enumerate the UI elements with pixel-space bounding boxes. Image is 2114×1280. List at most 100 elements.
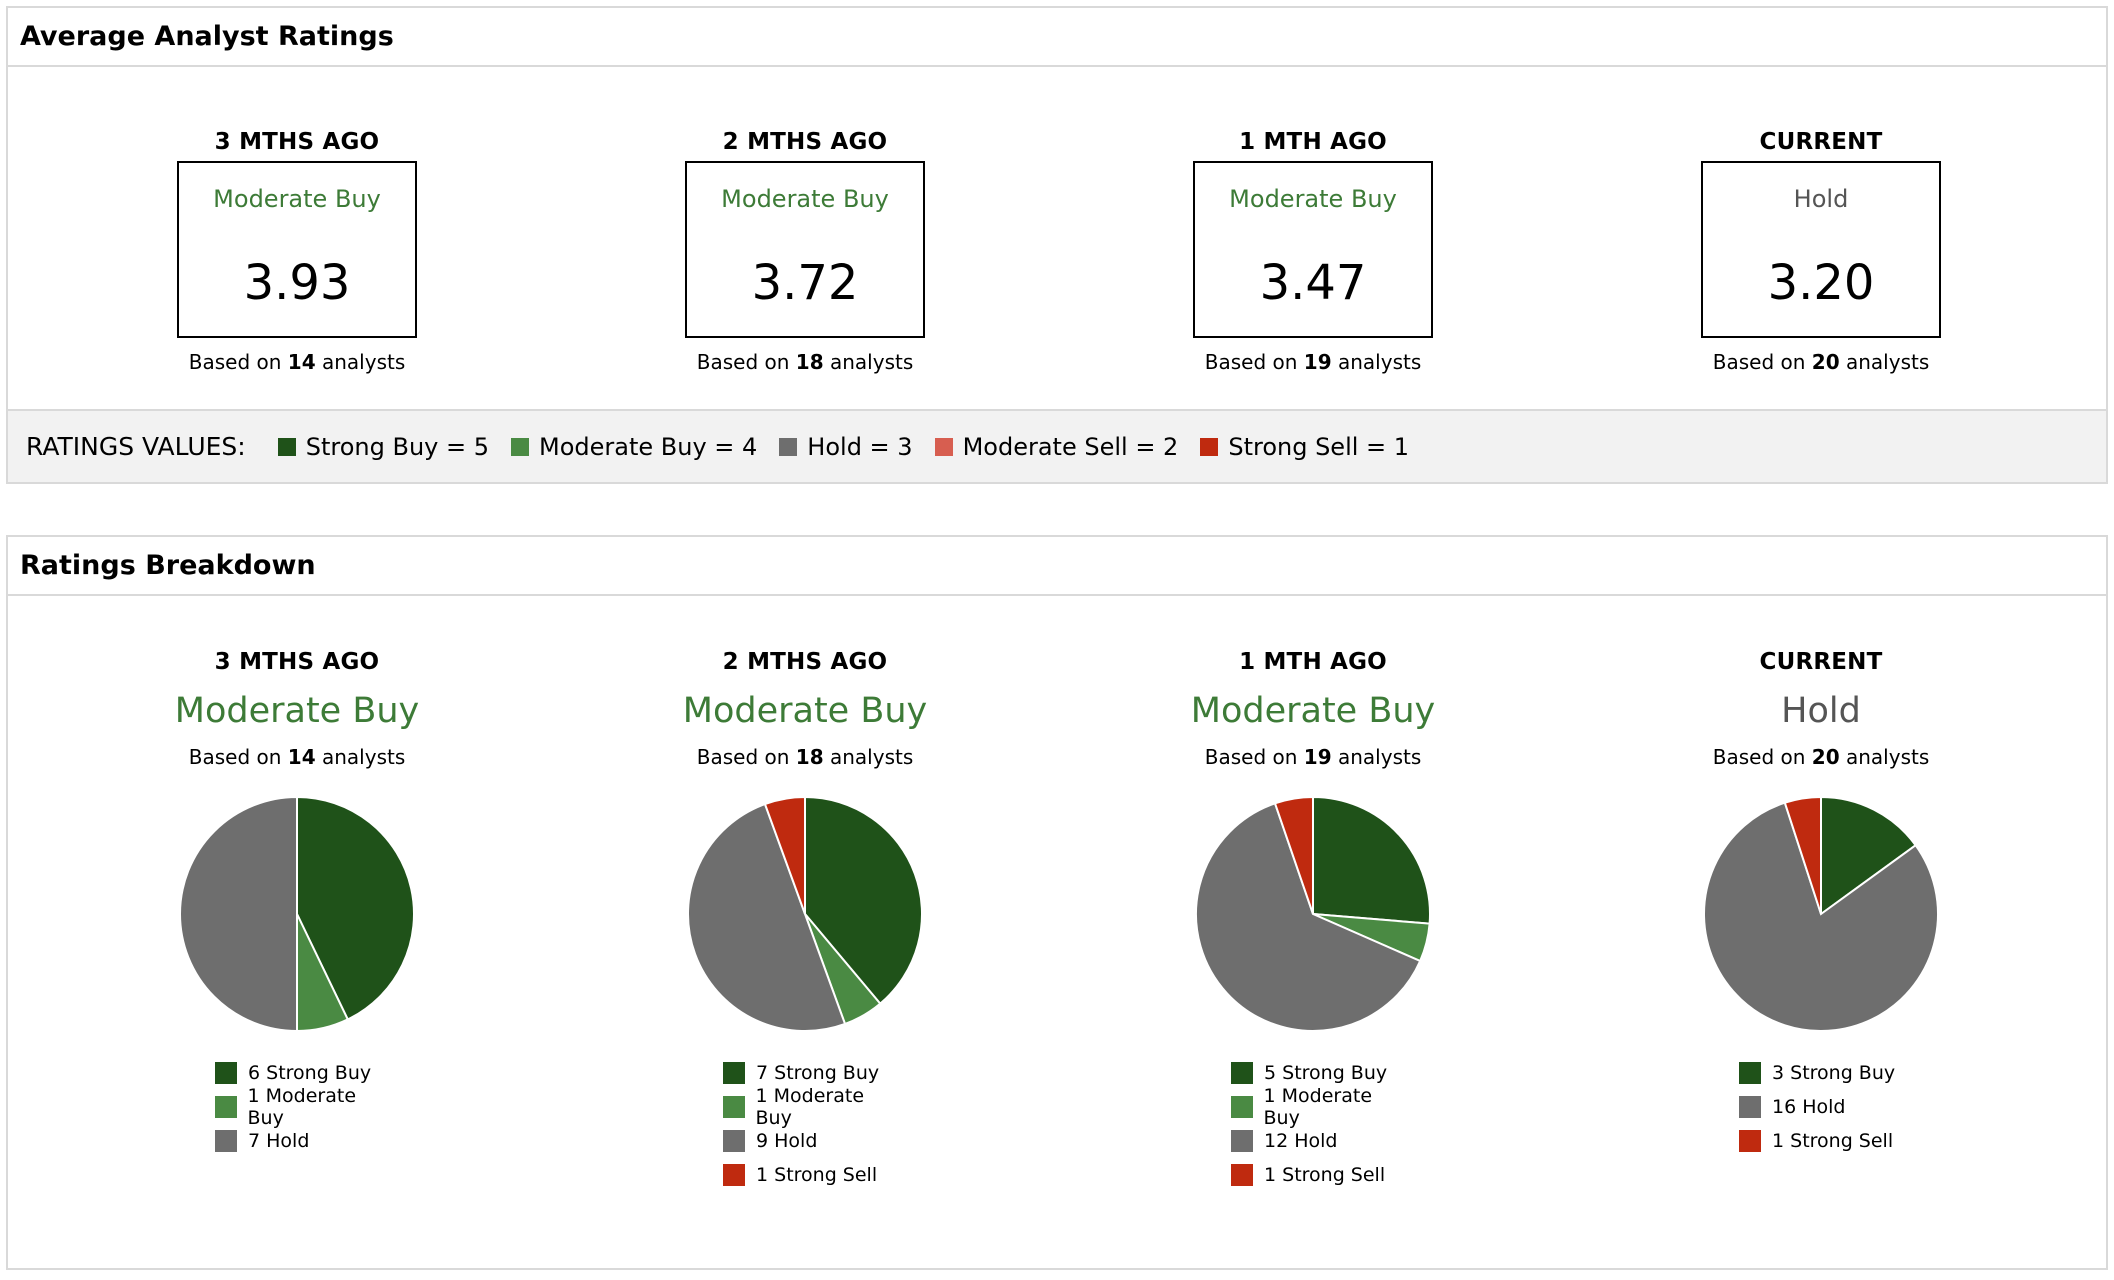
- swatch-strong-sell: [1200, 437, 1219, 456]
- pie-legend: 3 Strong Buy 16 Hold 1 Strong Sell: [1739, 1056, 1919, 1158]
- legend-label: 6 Strong Buy: [248, 1062, 372, 1084]
- swatch-moderate-buy: [511, 437, 529, 456]
- legend-item-moderate-buy: 1 Moderate Buy: [723, 1085, 903, 1129]
- pie-chart: [1195, 795, 1431, 1032]
- legend-label: 1 Strong Sell: [1264, 1164, 1386, 1186]
- legend-label: 1 Moderate Buy: [1263, 1085, 1373, 1129]
- legend-swatch: [1231, 1062, 1253, 1084]
- breakdown-current: CURRENT Hold Based on 20 analysts 3 Stro…: [1591, 537, 2051, 1158]
- pie-chart: [179, 795, 415, 1033]
- breakdown-2-mths-ago: 2 MTHS AGO Moderate Buy Based on 18 anal…: [575, 537, 1035, 1192]
- value-moderate-sell: Moderate Sell = 2: [934, 433, 1178, 461]
- pie-legend: 6 Strong Buy 1 Moderate Buy 7 Hold: [215, 1056, 395, 1158]
- pie-slice-strong-sell[interactable]: [1783, 795, 1822, 915]
- average-rating-1-mth-ago: 1 MTH AGO Moderate Buy 3.47 Based on 19 …: [1113, 67, 1513, 374]
- legend-item-hold: 16 Hold: [1739, 1090, 1919, 1124]
- average-rating-current: CURRENT Hold 3.20 Based on 20 analysts: [1621, 67, 2021, 374]
- rating-score: 3.20: [1767, 255, 1875, 311]
- consensus-label: Moderate Buy: [1190, 691, 1436, 731]
- pie-slice-strong-sell[interactable]: [1273, 795, 1314, 915]
- period-title: CURRENT: [1759, 649, 1883, 675]
- legend-item-strong-sell: 1 Strong Sell: [1739, 1124, 1919, 1158]
- panel-title: Ratings Breakdown: [20, 550, 316, 581]
- legend-item-strong-sell: 1 Strong Sell: [1231, 1158, 1411, 1192]
- legend-swatch: [1739, 1130, 1761, 1152]
- legend-item-hold: 12 Hold: [1231, 1124, 1411, 1158]
- pie-slice-hold[interactable]: [1195, 802, 1422, 1032]
- legend-label: 5 Strong Buy: [1264, 1062, 1388, 1084]
- legend-label: 1 Strong Sell: [756, 1164, 878, 1186]
- panel-header: Average Analyst Ratings: [8, 8, 2106, 67]
- legend-item-hold: 9 Hold: [723, 1124, 903, 1158]
- average-rating-3-mths-ago: 3 MTHS AGO Moderate Buy 3.93 Based on 14…: [97, 67, 497, 374]
- analyst-count: Based on 19 analysts: [1204, 350, 1422, 374]
- pie-chart: [686, 795, 923, 1032]
- legend-label: 16 Hold: [1772, 1096, 1846, 1118]
- period-title: 2 MTHS AGO: [722, 649, 888, 675]
- rating-score: 3.93: [243, 255, 351, 311]
- ratings-values-title: RATINGS VALUES:: [26, 432, 246, 461]
- breakdown-1-mth-ago: 1 MTH AGO Moderate Buy Based on 19 analy…: [1083, 537, 1543, 1192]
- analyst-count: Based on 18 analysts: [696, 350, 914, 374]
- legend-swatch: [1231, 1096, 1253, 1118]
- rating-box: Hold 3.20: [1701, 161, 1941, 338]
- average-ratings-columns: 3 MTHS AGO Moderate Buy 3.93 Based on 14…: [8, 67, 2106, 415]
- legend-label: 12 Hold: [1264, 1130, 1338, 1152]
- legend-item-strong-buy: 7 Strong Buy: [723, 1056, 903, 1090]
- legend-label: 1 Moderate Buy: [247, 1085, 357, 1129]
- period-title: 3 MTHS AGO: [214, 129, 380, 155]
- period-title: 3 MTHS AGO: [214, 649, 380, 675]
- average-rating-2-mths-ago: 2 MTHS AGO Moderate Buy 3.72 Based on 18…: [605, 67, 1005, 374]
- pie-chart: [1703, 795, 1939, 1032]
- panel-header: Ratings Breakdown: [8, 537, 2106, 596]
- pie-legend: 7 Strong Buy 1 Moderate Buy 9 Hold 1 Strong…: [723, 1056, 903, 1192]
- pie-slice-strong-buy[interactable]: [296, 795, 415, 1021]
- rating-box: Moderate Buy 3.72: [685, 161, 925, 338]
- legend-swatch: [723, 1164, 745, 1186]
- legend-label: 7 Hold: [248, 1130, 310, 1152]
- legend-swatch: [1231, 1130, 1253, 1152]
- consensus-label: Hold: [1781, 691, 1861, 731]
- rating-label: Moderate Buy: [1229, 185, 1397, 213]
- legend-label: 3 Strong Buy: [1772, 1062, 1896, 1084]
- period-title: 1 MTH AGO: [1239, 129, 1387, 155]
- analyst-count: Based on 14 analysts: [188, 745, 406, 769]
- legend-item-hold: 7 Hold: [215, 1124, 395, 1158]
- rating-box: Moderate Buy 3.93: [177, 161, 417, 338]
- legend-item-moderate-buy: 1 Moderate Buy: [215, 1085, 395, 1129]
- period-title: 2 MTHS AGO: [722, 129, 888, 155]
- legend-swatch: [723, 1096, 745, 1118]
- rating-box: Moderate Buy 3.47: [1193, 161, 1433, 338]
- period-title: 1 MTH AGO: [1239, 649, 1387, 675]
- legend-label: 1 Moderate Buy: [755, 1085, 865, 1129]
- swatch-moderate-sell: [934, 437, 953, 456]
- period-title: CURRENT: [1759, 129, 1883, 155]
- pie-slice-strong-buy[interactable]: [804, 795, 923, 1006]
- ratings-values-legend: RATINGS VALUES: Strong Buy = 5 Moderate …: [8, 409, 2106, 482]
- legend-item-moderate-buy: 1 Moderate Buy: [1231, 1085, 1411, 1129]
- legend-swatch: [723, 1062, 745, 1084]
- legend-item-strong-buy: 3 Strong Buy: [1739, 1056, 1919, 1090]
- rating-label: Hold: [1793, 185, 1849, 213]
- legend-swatch: [215, 1130, 237, 1152]
- ratings-breakdown-panel: Ratings Breakdown 3 MTHS AGO Moderate Bu…: [6, 535, 2108, 1270]
- average-analyst-ratings-panel: Average Analyst Ratings 3 MTHS AGO Moder…: [6, 6, 2108, 484]
- value-hold: Hold = 3: [779, 433, 913, 461]
- legend-label: 7 Strong Buy: [756, 1062, 880, 1084]
- pie-slice-hold[interactable]: [179, 795, 298, 1033]
- legend-swatch: [1739, 1062, 1761, 1084]
- value-strong-sell: Strong Sell = 1: [1200, 433, 1409, 461]
- legend-swatch: [215, 1096, 237, 1118]
- pie-slice-strong-sell[interactable]: [763, 795, 806, 915]
- pie-slice-strong-buy[interactable]: [1820, 795, 1918, 916]
- pie-slice-strong-buy[interactable]: [1312, 795, 1431, 925]
- swatch-strong-buy: [277, 437, 296, 456]
- consensus-label: Moderate Buy: [174, 691, 420, 731]
- legend-item-strong-buy: 6 Strong Buy: [215, 1056, 395, 1090]
- pie-legend: 5 Strong Buy 1 Moderate Buy 12 Hold 1 Stron…: [1231, 1056, 1411, 1192]
- legend-swatch: [215, 1062, 237, 1084]
- pie-slice-hold[interactable]: [686, 802, 847, 1032]
- value-moderate-buy: Moderate Buy = 4: [511, 433, 757, 461]
- pie-slice-hold[interactable]: [1703, 801, 1939, 1032]
- analyst-count: Based on 18 analysts: [696, 745, 914, 769]
